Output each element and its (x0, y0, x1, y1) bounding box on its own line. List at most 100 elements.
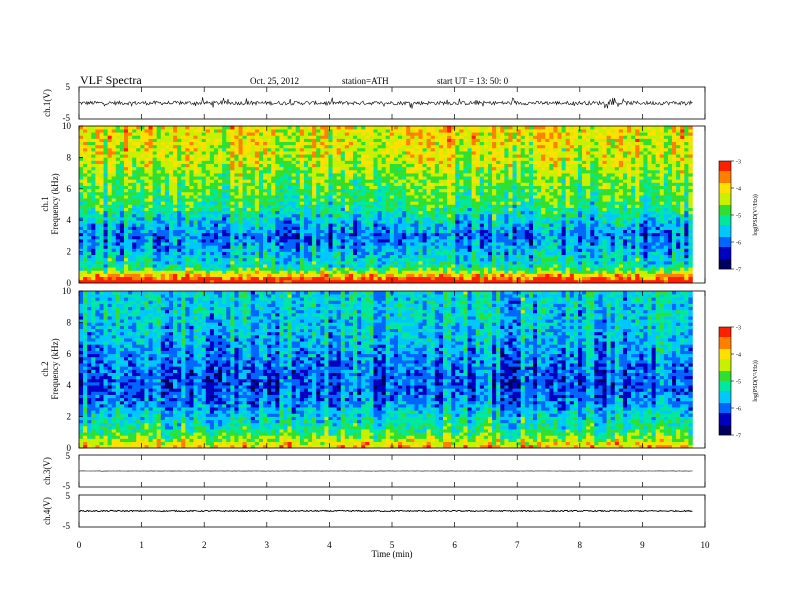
spec-cell (283, 261, 288, 265)
spec-cell (234, 169, 239, 174)
spec-cell (483, 270, 489, 274)
spec-cell (185, 151, 190, 155)
spec-cell (287, 276, 292, 281)
spec-cell (242, 126, 247, 130)
spec-cell (328, 223, 333, 227)
spec-cell (320, 254, 325, 259)
spec-cell (385, 257, 391, 262)
spec-cell (132, 147, 137, 152)
spec-cell (344, 144, 350, 149)
spec-cell (193, 257, 198, 262)
spec-cell (361, 213, 366, 218)
spec-cell (373, 251, 378, 256)
spec-cell (152, 273, 158, 278)
spec-cell (189, 191, 194, 196)
spec-cell (201, 147, 207, 152)
spec-cell (283, 191, 288, 196)
spec-cell (103, 191, 108, 196)
spec-cell (353, 264, 358, 268)
spec-cell (181, 151, 186, 155)
spec-cell (402, 251, 407, 256)
spec-cell (83, 132, 88, 136)
spec-cell (414, 182, 419, 186)
spec-cell (271, 166, 276, 171)
spec-cell (406, 141, 411, 146)
spec-cell (365, 261, 370, 265)
spec-cell (475, 254, 481, 259)
spec-cell (410, 176, 415, 180)
spec-cell (267, 261, 272, 265)
spec-cell (164, 160, 170, 164)
spec-cell (263, 163, 268, 168)
spec-cell (119, 273, 125, 278)
spec-cell (185, 232, 190, 237)
spec-cell (156, 169, 162, 174)
spec-cell (303, 248, 309, 252)
spec-cell (173, 179, 178, 183)
spec-cell (99, 273, 104, 278)
spec-cell (467, 147, 472, 152)
spec-cell (173, 276, 178, 281)
spec-cell (340, 239, 346, 243)
spec-cell (95, 135, 100, 139)
spec-cell (430, 273, 436, 278)
spec-cell (344, 185, 350, 190)
spec-cell (393, 273, 399, 278)
spec-cell (177, 204, 182, 208)
spec-cell (209, 242, 215, 246)
spec-cell (99, 235, 104, 240)
spec-cell (422, 126, 427, 130)
spec-cell (230, 226, 235, 230)
spec-cell (336, 251, 342, 256)
spec-cell (197, 201, 202, 205)
spec-cell (230, 264, 235, 268)
spec-cell (230, 185, 235, 190)
spec-cell (164, 157, 170, 161)
spec-cell (218, 151, 223, 155)
spec-cell (115, 132, 121, 136)
spec-cell (181, 144, 186, 149)
spec-cell (119, 276, 125, 281)
spec-cell (303, 251, 309, 256)
spec-cell (193, 191, 198, 196)
spec-cell (291, 217, 297, 221)
spec-cell (132, 232, 137, 237)
spec-cell (418, 276, 423, 281)
spec-cell (258, 138, 264, 142)
spec-cell (226, 179, 231, 183)
spec-cell (238, 166, 243, 171)
spec-cell (156, 223, 162, 227)
spec-cell (451, 251, 456, 256)
spec-cell (312, 191, 317, 196)
spec-cell (459, 157, 464, 161)
spec-cell (111, 261, 117, 265)
spec-cell (250, 191, 256, 196)
spec-cell (324, 239, 329, 243)
spec-cell (348, 264, 354, 268)
spec-cell (222, 213, 227, 218)
spec-cell (140, 132, 145, 136)
spec-cell (95, 267, 100, 271)
spec-cell (471, 126, 477, 130)
spec-cell (467, 198, 472, 202)
spec-cell (398, 232, 403, 237)
spec-cell (279, 210, 284, 215)
spec-cell (353, 135, 358, 139)
spec-cell (467, 242, 472, 246)
spec-cell (422, 204, 427, 208)
spec-cell (328, 126, 333, 130)
spec-cell (373, 169, 378, 174)
spec-cell (369, 173, 374, 177)
spec-cell (316, 176, 321, 180)
spec-cell (328, 245, 333, 249)
spec-cell (328, 157, 333, 161)
spec-cell (250, 179, 256, 183)
spec-cell (168, 182, 174, 186)
spec-cell (181, 179, 186, 183)
spec-cell (291, 191, 297, 196)
spec-cell (107, 204, 113, 208)
spec-cell (185, 179, 190, 183)
spec-cell (119, 261, 125, 265)
spec-cell (160, 173, 166, 177)
spec-cell (483, 176, 489, 180)
